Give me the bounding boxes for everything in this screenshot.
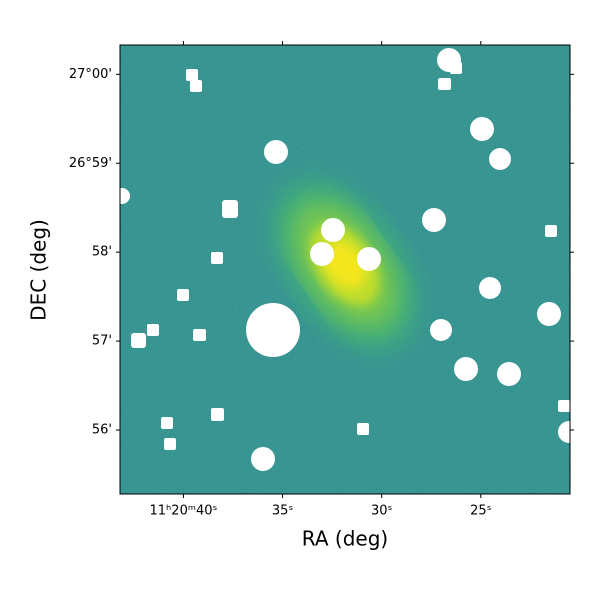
y-tick-label: 56' [92,422,112,437]
y-axis-label: DEC (deg) [27,219,51,321]
x-tick-label: 11ʰ20ᵐ40ˢ [150,504,218,519]
y-tick-label: 57' [92,334,112,349]
y-tick-label: 27°00' [69,67,112,82]
x-tick-label: 30ˢ [371,504,393,519]
image [120,45,570,494]
frame [119,44,571,495]
x-axis-label: RA (deg) [302,527,388,551]
masks [120,48,570,471]
x-tick-label: 25ˢ [470,504,492,519]
y-tick-label: 26°59' [69,156,112,171]
y-tick-label: 58' [92,245,112,260]
x-tick-label: 35ˢ [272,504,294,519]
